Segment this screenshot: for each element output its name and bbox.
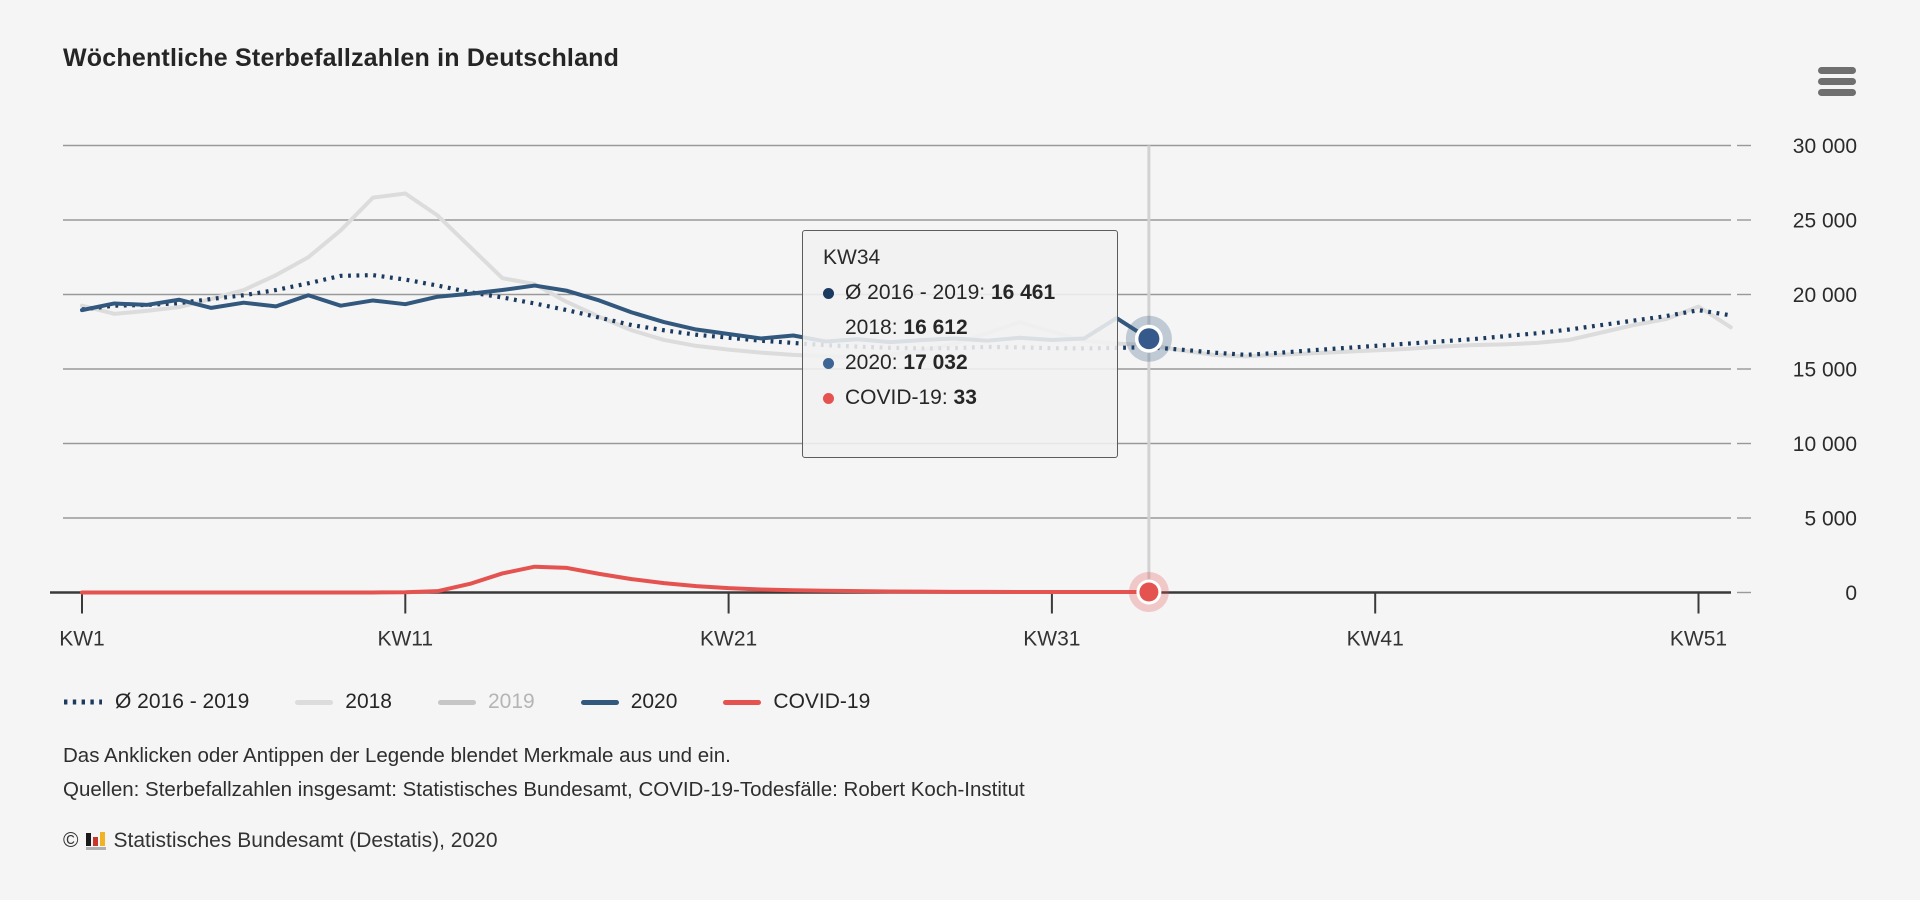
x-tick-label: KW21 <box>700 628 757 651</box>
legend-item-2020[interactable]: 2020 <box>580 690 678 714</box>
series-line-covid-19[interactable] <box>80 564 1151 595</box>
copyright-symbol: © <box>63 829 79 852</box>
legend-item-covid-19[interactable]: COVID-19 <box>723 690 870 714</box>
legend-label: 2020 <box>630 690 678 713</box>
tooltip-series-bullet <box>823 392 834 404</box>
legend-item-2016-2019[interactable]: Ø 2016 - 2019 <box>63 690 249 714</box>
tooltip-week-label: KW34 <box>823 246 881 269</box>
y-tick-label: 30 000 <box>1793 135 1857 158</box>
hamburger-menu-button[interactable] <box>1816 62 1860 104</box>
hover-marker-2020 <box>1138 328 1160 350</box>
legend-swatch-covid-19 <box>723 699 762 705</box>
tooltip-row-covid-19: COVID-19: 33 <box>823 386 1099 410</box>
legend-label: 2018 <box>345 690 392 713</box>
x-tick-label: KW41 <box>1347 628 1404 651</box>
tooltip-row-2020: 2020: 17 032 <box>823 351 1099 375</box>
y-tick-label: 25 000 <box>1793 210 1857 233</box>
tooltip-row-label: COVID-19: <box>845 386 954 409</box>
legend-swatch-2020 <box>580 699 619 705</box>
tooltip-row-value: 16 612 <box>903 316 968 339</box>
page-title: Wöchentliche Sterbefallzahlen in Deutsch… <box>63 44 620 72</box>
legend-label: Ø 2016 - 2019 <box>115 690 250 713</box>
tooltip-row-label: 2018: <box>845 316 904 339</box>
legend-item-2018[interactable]: 2018 <box>295 690 392 714</box>
tooltip-row-label: Ø 2016 - 2019: <box>845 281 991 304</box>
chart-legend: Ø 2016 - 2019 2018 2019 2020 COVID-19 <box>63 690 870 714</box>
legend-hint-text: Das Anklicken oder Antippen der Legende … <box>63 744 731 767</box>
copyright-line: © Statistisches Bundesamt (Destatis), 20… <box>63 829 498 853</box>
y-tick-label: 10 000 <box>1793 433 1857 456</box>
y-tick-label: 5 000 <box>1804 508 1857 531</box>
y-tick-label: 20 000 <box>1793 284 1857 307</box>
tooltip-series-bullet <box>823 357 834 369</box>
x-tick-label: KW31 <box>1023 628 1080 651</box>
legend-label: COVID-19 <box>773 690 871 713</box>
y-tick-label: 0 <box>1845 582 1857 605</box>
y-tick-label: 15 000 <box>1793 359 1857 382</box>
tooltip-row-label: 2020: <box>845 351 904 374</box>
legend-item-2019[interactable]: 2019 <box>437 690 535 714</box>
destatis-logo-icon <box>86 832 107 850</box>
tooltip-row-value: 17 032 <box>903 351 968 374</box>
legend-swatch-2019 <box>437 699 476 705</box>
legend-label: 2019 <box>487 690 535 713</box>
hover-marker-covid <box>1139 582 1159 602</box>
legend-swatch-2016-2019 <box>64 699 102 705</box>
x-tick-label: KW1 <box>59 628 105 651</box>
tooltip-row-2016-2019: Ø 2016 - 2019: 16 461 <box>823 281 1099 305</box>
tooltip-row-value: 16 461 <box>990 281 1056 304</box>
copyright-text: Statistisches Bundesamt (Destatis), 2020 <box>113 829 498 852</box>
legend-swatch-2018 <box>295 699 334 705</box>
tooltip-series-bullet <box>823 287 834 299</box>
tooltip-row-value: 33 <box>953 386 977 409</box>
chart-tooltip: KW34 Ø 2016 - 2019: 16 461 2018: 16 612 20… <box>802 230 1118 458</box>
x-tick-label: KW51 <box>1670 628 1727 651</box>
sources-text: Quellen: Sterbefallzahlen insgesamt: Sta… <box>63 778 1025 801</box>
tooltip-row-2018: 2018: 16 612 <box>823 316 1099 340</box>
x-tick-label: KW11 <box>377 628 433 651</box>
hamburger-icon <box>1818 66 1858 96</box>
